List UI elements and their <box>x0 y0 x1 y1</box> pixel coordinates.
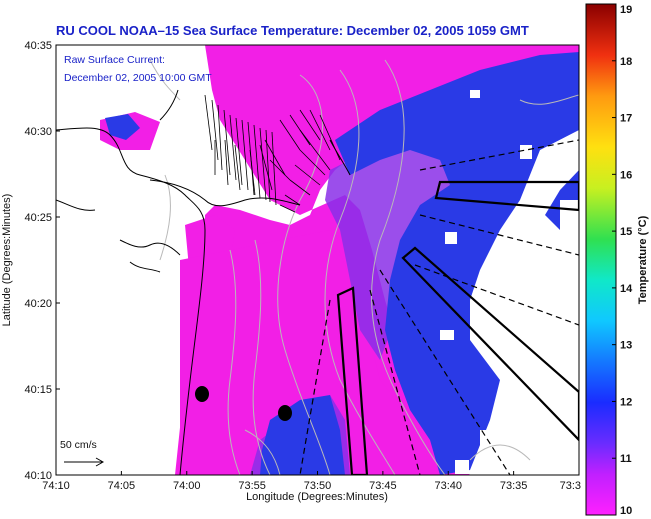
colorbar-tick-label: 15 <box>620 226 632 238</box>
sst-cool-patch-nw <box>105 114 140 140</box>
x-tick-label: 74:05 <box>108 480 136 492</box>
x-tick-label: 73:45 <box>369 480 397 492</box>
x-tick-label: 73:40 <box>434 480 462 492</box>
vector-scale-arrowhead <box>95 457 105 467</box>
x-tick-label: 73:55 <box>238 480 266 492</box>
current-vectors <box>204 94 341 213</box>
x-tick-label: 74:10 <box>42 480 70 492</box>
lane-east-upper <box>434 180 579 212</box>
chart-title: RU COOL NOAA–15 Sea Surface Temperature:… <box>56 23 529 38</box>
x-tick-label: 73:35 <box>500 480 528 492</box>
x-axis: 74:10 74:05 74:00 73:55 73:50 73:45 73:40 73:35… <box>42 471 581 492</box>
sst-warm-south-fill <box>180 230 470 475</box>
colorbar-label: Temperature (°C) <box>637 215 649 304</box>
y-tick-label: 40:35 <box>24 40 52 52</box>
y-axis: 40:35 40:30 40:25 40:20 40:15 40:10 <box>24 40 60 482</box>
x-axis-label: Longitude (Degrees:Minutes) <box>246 491 388 503</box>
plot-area <box>56 45 579 475</box>
colorbar-tick-label: 12 <box>620 396 632 408</box>
x-tick-label: 73:50 <box>304 480 332 492</box>
y-tick-label: 40:15 <box>24 384 52 396</box>
colorbar-tick-label: 11 <box>620 453 632 465</box>
vector-scale: 50 cm/s <box>60 439 105 467</box>
y-tick-label: 40:20 <box>24 298 52 310</box>
x-tick-label: 74:00 <box>173 480 201 492</box>
sst-cool-region <box>335 52 579 475</box>
lane-diagonal <box>401 246 579 442</box>
colorbar-tick-label: 17 <box>620 113 632 125</box>
colorbar-tick-label: 16 <box>620 169 632 181</box>
colorbar-gradient <box>585 3 617 516</box>
lane-south <box>336 286 369 475</box>
y-axis-label: Latitude (Degrees:Minutes) <box>1 194 13 327</box>
y-tick-label: 40:25 <box>24 212 52 224</box>
colorbar-tick-label: 13 <box>620 340 632 352</box>
colorbar: 19 18 17 16 15 14 13 12 11 10 Temperature (°C) <box>585 3 649 517</box>
y-tick-label: 40:30 <box>24 126 52 138</box>
x-tick-label: 73:3 <box>560 480 581 492</box>
station-marker <box>195 386 209 402</box>
y-tick-label: 40:10 <box>24 470 52 482</box>
vector-scale-label: 50 cm/s <box>60 439 97 451</box>
colorbar-tick-label: 10 <box>620 505 632 517</box>
colorbar-ticks: 19 18 17 16 15 14 13 12 11 10 <box>612 3 633 517</box>
current-annotation-line1: Raw Surface Current: <box>64 54 165 66</box>
station-marker <box>278 405 292 421</box>
coastline <box>56 89 351 475</box>
shipping-lanes <box>299 139 579 475</box>
colorbar-tick-label: 14 <box>620 283 633 295</box>
colorbar-tick-label: 19 <box>620 4 632 16</box>
current-annotation-line2: December 02, 2005 10:00 GMT <box>64 72 212 84</box>
colorbar-tick-label: 18 <box>620 56 632 68</box>
bathymetry-contours <box>149 59 579 475</box>
